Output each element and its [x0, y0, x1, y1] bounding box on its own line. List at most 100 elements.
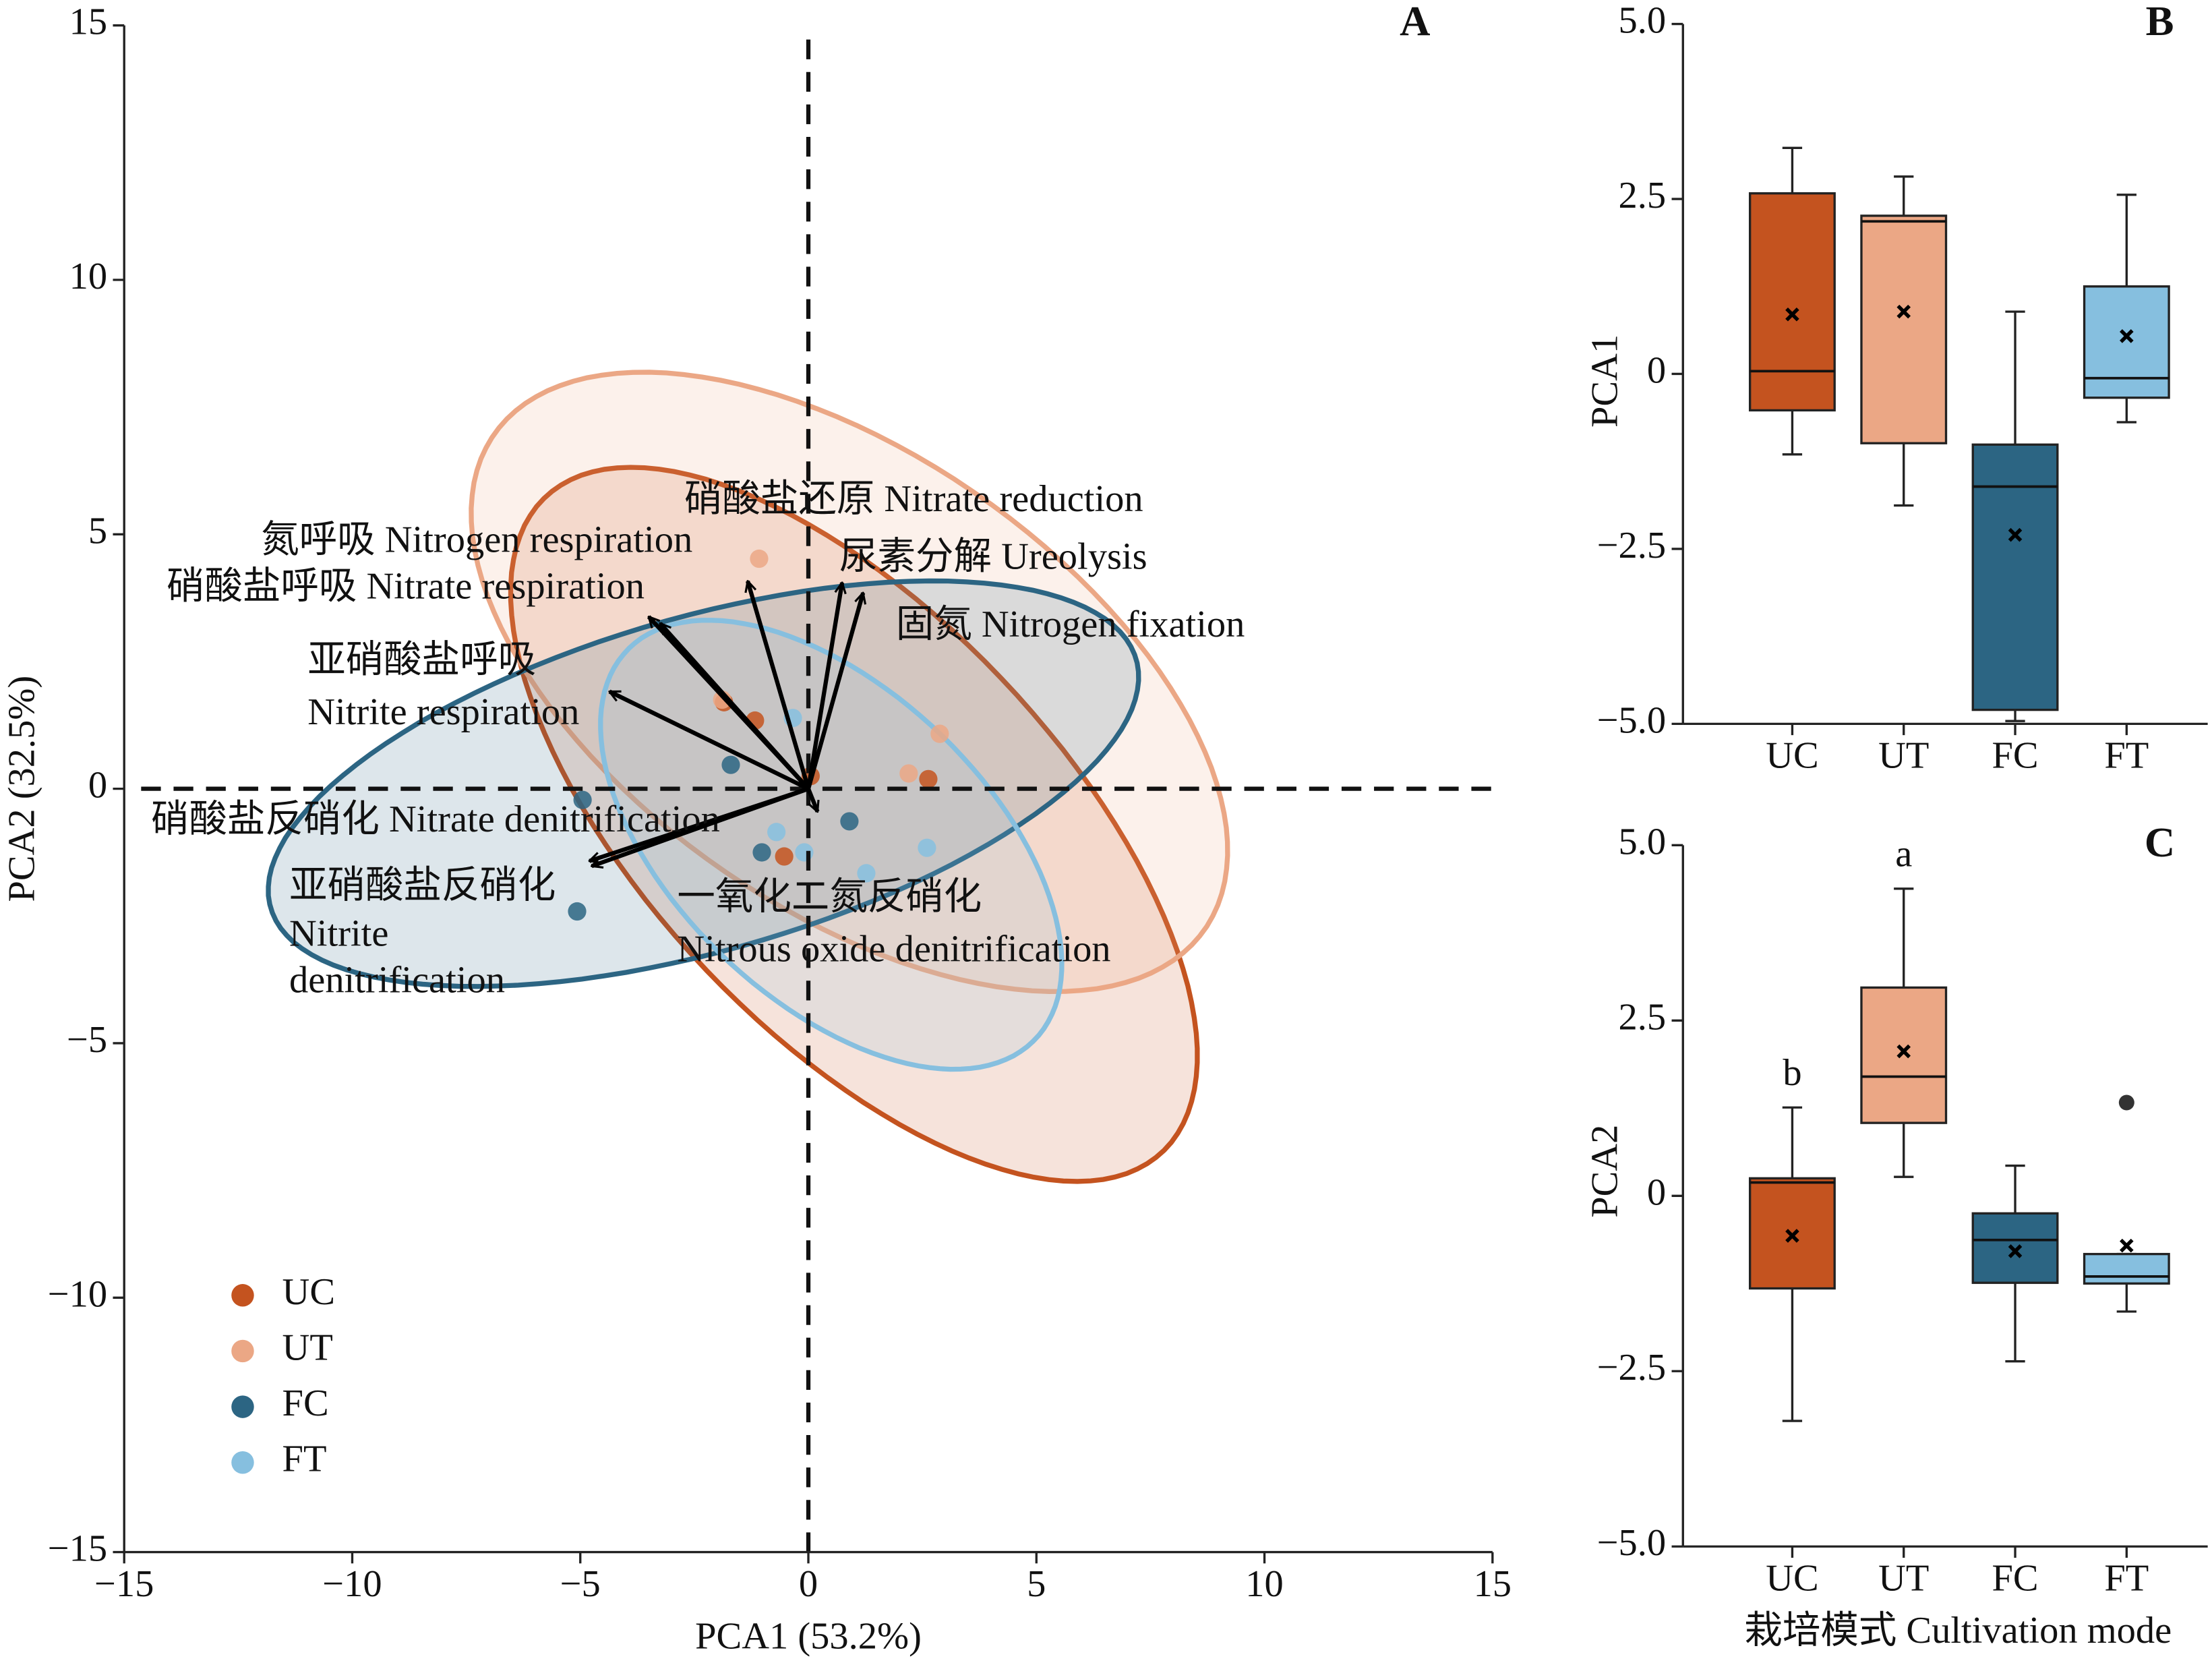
legend-marker	[231, 1451, 254, 1474]
confidence-ellipse	[469, 370, 1230, 994]
data-point	[750, 549, 769, 568]
x-tick-label: 15	[1474, 1563, 1512, 1605]
y-axis-label: PCA1	[1584, 334, 1625, 428]
y-axis-label: PCA2	[1584, 1125, 1625, 1218]
y-tick-label: 0	[88, 765, 107, 807]
loading-arrow	[748, 581, 811, 790]
loading-arrow	[806, 593, 863, 790]
x-tick-label: −15	[94, 1563, 154, 1605]
x-tick-label: UC	[1766, 735, 1818, 777]
legend-label: UT	[282, 1326, 333, 1368]
x-tick-label: FC	[1992, 735, 2038, 777]
loading-arrow	[806, 788, 818, 812]
y-tick-label: 5.0	[1619, 0, 1667, 42]
x-tick-label: 10	[1245, 1563, 1283, 1605]
loading-arrow	[592, 786, 810, 867]
y-tick-label: 0	[1647, 349, 1666, 391]
y-tick-label: −15	[48, 1528, 107, 1570]
mean-marker	[1785, 1229, 1799, 1243]
x-tick-label: FT	[2104, 1558, 2149, 1600]
outlier	[2118, 1094, 2134, 1111]
x-axis-label: 栽培模式 Cultivation mode	[1744, 1610, 2172, 1652]
confidence-ellipse	[266, 578, 1141, 989]
mean-marker	[2008, 1244, 2023, 1258]
box	[1971, 1212, 2059, 1284]
panel-label: B	[2146, 0, 2174, 45]
box	[2083, 285, 2170, 399]
arrow-label: Nitrite respiration	[307, 691, 579, 733]
y-tick-label: 2.5	[1619, 175, 1667, 216]
x-tick-label: −10	[322, 1563, 382, 1605]
y-tick-label: −10	[48, 1273, 107, 1315]
legend-marker	[231, 1339, 254, 1363]
arrow-label: 硝酸盐还原 Nitrate reduction	[684, 478, 1143, 520]
y-axis-label: PCA2 (32.5%)	[1, 676, 43, 902]
y-tick-label: −5	[67, 1019, 107, 1061]
box	[1971, 443, 2059, 711]
x-tick-label: FT	[2104, 735, 2149, 777]
y-tick-label: 2.5	[1619, 996, 1667, 1038]
arrow-label: 尿素分解 Ureolysis	[839, 536, 1147, 578]
data-point	[573, 790, 592, 809]
x-tick-label: 5	[1027, 1563, 1046, 1605]
x-tick-label: −5	[560, 1563, 601, 1605]
y-tick-label: −2.5	[1597, 525, 1666, 566]
legend-label: FT	[282, 1438, 327, 1480]
data-point	[899, 764, 918, 783]
box	[1748, 192, 1836, 412]
confidence-ellipse	[598, 618, 1065, 1072]
arrow-label: 亚硝酸盐反硝化	[289, 865, 556, 906]
box	[2083, 1252, 2170, 1285]
arrow-label: denitrification	[289, 959, 505, 1001]
loading-arrow	[660, 623, 810, 790]
loading-arrow	[806, 583, 842, 790]
panel-label: A	[1400, 0, 1430, 45]
data-point	[568, 902, 587, 921]
x-tick-label: UC	[1766, 1558, 1818, 1600]
y-tick-label: 5	[88, 510, 107, 552]
arrow-label: Nitrous oxide denitrification	[677, 928, 1110, 970]
box	[1860, 986, 1948, 1124]
y-tick-label: 0	[1647, 1171, 1666, 1213]
arrow-label: 一氧化二氮反硝化	[677, 876, 982, 918]
data-point	[795, 843, 814, 862]
data-point	[918, 838, 936, 857]
legend-label: UC	[282, 1271, 335, 1313]
legend-marker	[231, 1284, 254, 1307]
mean-marker	[2120, 1238, 2134, 1253]
arrow-label: Nitrite	[289, 912, 388, 954]
significance-letter: a	[1895, 834, 1912, 875]
x-tick-label: UT	[1878, 735, 1929, 777]
y-tick-label: 5.0	[1619, 821, 1667, 863]
loading-arrow	[609, 689, 810, 791]
data-point	[767, 823, 786, 842]
significance-letter: b	[1783, 1052, 1801, 1094]
panel-label: C	[2145, 819, 2175, 866]
mean-marker	[2120, 329, 2134, 343]
mean-marker	[1896, 1044, 1911, 1059]
x-tick-label: FC	[1992, 1558, 2038, 1600]
box	[1860, 214, 1948, 444]
y-tick-label: 15	[69, 1, 107, 43]
x-axis-label: PCA1 (53.2%)	[695, 1615, 922, 1657]
y-tick-label: −2.5	[1597, 1347, 1666, 1389]
data-point	[930, 724, 949, 743]
x-tick-label: 0	[799, 1563, 818, 1605]
arrow-label: 亚硝酸盐呼吸	[307, 639, 536, 680]
mean-marker	[2008, 527, 2023, 542]
x-tick-label: UT	[1878, 1558, 1929, 1600]
data-point	[857, 864, 876, 883]
legend-marker	[231, 1395, 254, 1418]
data-point	[752, 843, 771, 862]
data-point	[840, 812, 859, 831]
mean-marker	[1896, 304, 1911, 319]
data-point	[919, 769, 938, 788]
arrow-label: 固氮 Nitrogen fixation	[896, 604, 1245, 645]
data-point	[721, 755, 740, 774]
legend-label: FC	[282, 1382, 329, 1424]
arrow-label: 硝酸盐呼吸 Nitrate respiration	[167, 566, 645, 608]
data-point	[775, 847, 794, 866]
arrow-label: 氮呼吸 Nitrogen respiration	[261, 519, 692, 561]
arrow-label: 硝酸盐反硝化 Nitrate denitrification	[151, 798, 720, 840]
